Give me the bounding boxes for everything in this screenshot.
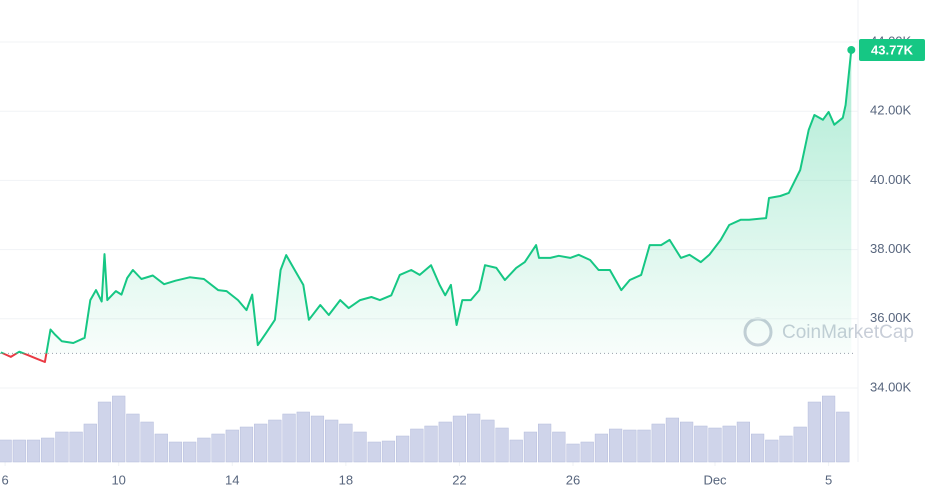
volume-bar bbox=[12, 439, 26, 463]
volume-bar bbox=[339, 423, 353, 463]
volume-bar bbox=[296, 411, 310, 463]
volume-bar bbox=[211, 433, 225, 463]
x-tick-label: 26 bbox=[566, 472, 580, 487]
volume-bar bbox=[566, 443, 580, 463]
volume-bar bbox=[736, 421, 751, 463]
x-tick-label: 10 bbox=[111, 472, 125, 487]
price-line bbox=[0, 49, 853, 363]
x-tick-label: 5 bbox=[825, 472, 832, 487]
y-tick-label: 38.00K bbox=[870, 241, 912, 256]
volume-bar bbox=[467, 413, 481, 463]
volume-bar bbox=[836, 411, 850, 463]
volume-bar bbox=[623, 429, 637, 463]
volume-bar bbox=[197, 437, 211, 463]
volume-bar bbox=[523, 431, 538, 463]
volume-bar bbox=[751, 433, 765, 463]
price-area bbox=[0, 50, 852, 362]
volume-bar bbox=[495, 427, 509, 463]
volume-bar bbox=[410, 428, 424, 463]
volume-bar bbox=[254, 423, 268, 463]
volume-bar bbox=[268, 419, 282, 463]
volume-bar bbox=[452, 415, 467, 463]
volume-bar bbox=[821, 395, 836, 463]
volume-bar bbox=[225, 429, 239, 463]
volume-bar bbox=[779, 435, 793, 463]
volume-bar bbox=[424, 425, 438, 463]
volume-bar bbox=[651, 423, 665, 463]
x-tick-label: 6 bbox=[1, 472, 8, 487]
y-tick-label: 36.00K bbox=[870, 310, 912, 325]
x-tick-label: 22 bbox=[452, 472, 466, 487]
volume-bar bbox=[438, 421, 452, 463]
volume-bar bbox=[325, 419, 339, 463]
volume-bar bbox=[140, 421, 154, 463]
volume-bar bbox=[381, 440, 396, 463]
volume-bar bbox=[637, 429, 651, 463]
volume-bar bbox=[239, 426, 254, 463]
volume-bar bbox=[481, 419, 495, 463]
y-tick-label: 42.00K bbox=[870, 103, 912, 118]
price-badge bbox=[859, 38, 925, 61]
volume-bar bbox=[538, 423, 552, 463]
volume-bar bbox=[183, 441, 197, 463]
volume-bar bbox=[282, 413, 296, 463]
volume-bar bbox=[69, 431, 83, 463]
volume-bar bbox=[55, 431, 69, 463]
x-tick-label: Dec bbox=[703, 472, 727, 487]
volume-bar bbox=[26, 439, 41, 463]
y-tick-label: 40.00K bbox=[870, 172, 912, 187]
volume-bar bbox=[83, 423, 97, 463]
x-tick-label: 18 bbox=[339, 472, 353, 487]
volume-bar bbox=[580, 441, 594, 463]
volume-bar bbox=[0, 439, 12, 463]
volume-bar bbox=[396, 435, 410, 463]
y-tick-label: 34.00K bbox=[870, 379, 912, 394]
volume-bar bbox=[665, 417, 680, 463]
volume-bar bbox=[126, 413, 140, 463]
volume-bar bbox=[807, 401, 821, 463]
volume-bar bbox=[168, 441, 183, 463]
volume-bar bbox=[310, 415, 325, 463]
volume-bar bbox=[609, 428, 623, 463]
volume-bar bbox=[722, 425, 736, 463]
volume-bar bbox=[353, 431, 367, 463]
volume-bar bbox=[97, 401, 112, 463]
price-badge-label: 43.77K bbox=[871, 42, 914, 57]
volume-bar bbox=[708, 427, 722, 463]
volume-bar bbox=[552, 431, 566, 463]
volume-bar bbox=[694, 425, 708, 463]
volume-bar bbox=[41, 437, 55, 463]
volume-bar bbox=[793, 426, 807, 463]
volume-bar bbox=[509, 439, 523, 463]
volume-bar bbox=[594, 433, 609, 463]
x-tick-label: 14 bbox=[225, 472, 239, 487]
volume-bar bbox=[112, 395, 126, 463]
last-point bbox=[847, 45, 856, 54]
volume-bar bbox=[367, 441, 381, 463]
volume-bar bbox=[154, 433, 168, 463]
volume-bar bbox=[765, 439, 779, 463]
volume-bar bbox=[680, 421, 694, 463]
